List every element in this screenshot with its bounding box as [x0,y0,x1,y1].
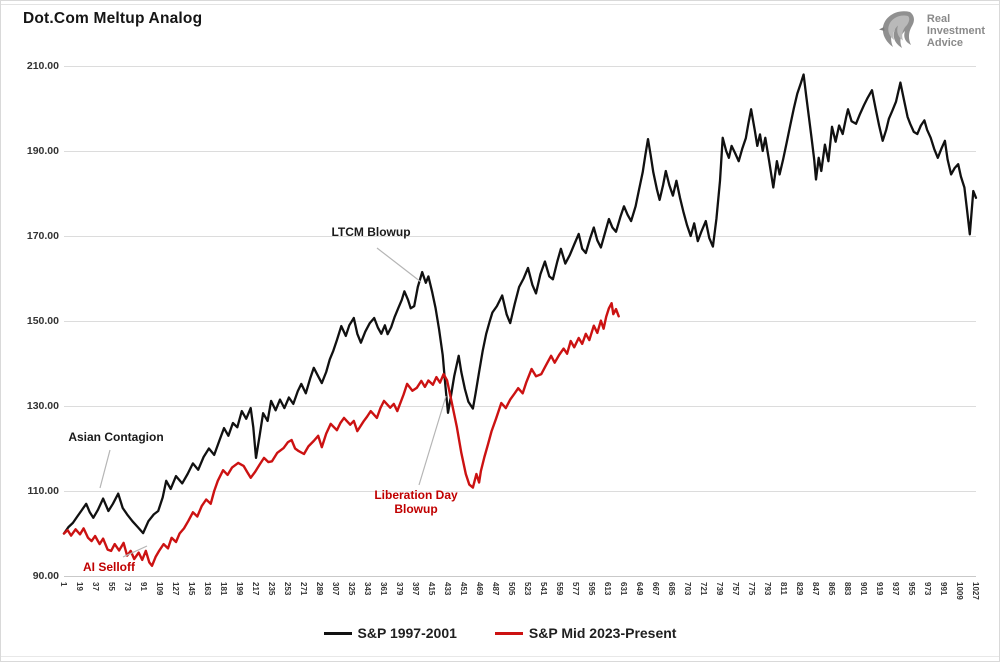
brand-logo-line: Investment [926,25,985,37]
gridline-190 [64,151,976,152]
annotation-leader-liberation-day-blowup [418,395,447,486]
gridline-110 [64,491,976,492]
gridline-130 [64,406,976,407]
brand-logo-line: Advice [926,37,963,49]
annotation-leader-asian-contagion [99,449,111,489]
annotation-line: Asian Contagion [68,430,164,444]
annotation-leader-ltcm-blowup [376,247,422,283]
gridline-90 [64,576,976,577]
brand-logo-line: Real [926,13,951,25]
y-tick-label-210: 210.00 [26,60,59,72]
window-edge-top [1,4,999,5]
legend-swatch-red [494,631,523,635]
eagle-icon [878,11,914,48]
legend-label: S&P Mid 2023-Present [528,625,677,641]
y-tick-label-150: 150.00 [26,315,59,327]
annotation-line: AI Selloff [82,560,136,574]
chart-title: Dot.Com Meltup Analog [23,10,203,27]
window-edge-bottom [1,656,999,657]
annotation-leader-ai-selloff [122,545,148,558]
legend-item-sp-1997-2001: S&P 1997-2001 [323,625,457,641]
y-tick-label-190: 190.00 [26,145,59,157]
gridline-150 [64,321,976,322]
series-line-sp-1997-2001 [62,73,978,535]
y-tick-label-110: 110.00 [27,485,59,497]
gridline-210 [64,66,976,67]
annotation-line: Liberation Day [374,488,458,502]
annotation-line: LTCM Blowup [331,225,411,239]
annotation-asian-contagion: Asian Contagion [68,430,163,444]
annotation-liberation-day-blowup: Liberation Day Blowup [374,488,457,516]
y-tick-label-130: 130.00 [26,400,59,412]
annotation-ai-selloff: AI Selloff [83,560,135,574]
legend-swatch-black [323,631,352,635]
gridline-170 [64,236,976,237]
y-tick-label-170: 170.00 [26,230,59,242]
brand-logo-text: Real Investment Advice [927,13,985,49]
chart-legend: S&P 1997-2001 S&P Mid 2023-Present [1,625,999,641]
y-tick-label-90: 90.00 [32,570,59,582]
series-line-sp-mid-2023-present [62,302,620,567]
annotation-line: Blowup [394,502,438,516]
annotation-ltcm-blowup: LTCM Blowup [331,225,410,239]
legend-label: S&P 1997-2001 [357,625,457,641]
legend-item-sp-mid-2023-present: S&P Mid 2023-Present [494,625,677,641]
brand-logo: Real Investment Advice [878,9,985,53]
